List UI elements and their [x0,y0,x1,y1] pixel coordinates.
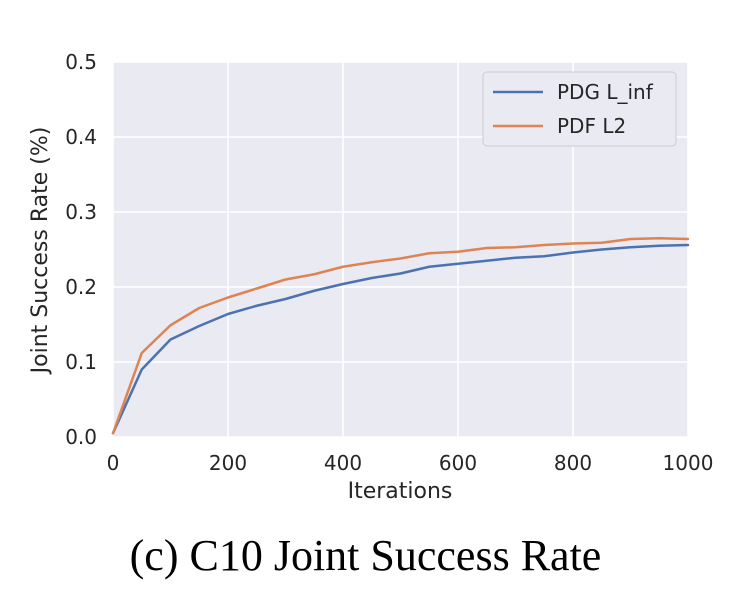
x-tick-label: 1000 [663,451,714,475]
x-tick-label: 800 [554,451,592,475]
legend-label-pdf-l2: PDF L2 [557,114,626,138]
x-tick-label: 200 [209,451,247,475]
x-tick-label: 600 [439,451,477,475]
legend: PDG L_inf PDF L2 [482,71,677,147]
y-tick-label: 0.4 [65,125,97,149]
y-axis-label: Joint Success Rate (%) [28,127,53,376]
y-tick-label: 0.1 [65,350,97,374]
y-tick-label: 0.5 [65,50,97,74]
legend-label-pdg-l-inf: PDG L_inf [557,80,654,104]
y-tick-label: 0.2 [65,275,97,299]
series-lines [111,237,690,435]
x-tick-label: 0 [107,451,120,475]
x-tick-labels: 0 200 400 600 800 1000 [107,451,714,475]
series-line-1 [111,237,690,435]
x-tick-label: 400 [324,451,362,475]
y-tick-label: 0.3 [65,200,97,224]
y-tick-label: 0.0 [65,425,97,449]
figure-caption: (c) C10 Joint Success Rate [129,531,602,580]
chart: 0 200 400 600 800 1000 0.0 0.1 0.2 0.3 0.4 0.5 Ite… [28,50,714,504]
legend-box [482,71,677,147]
y-tick-labels: 0.0 0.1 0.2 0.3 0.4 0.5 [65,50,97,449]
x-axis-label: Iterations [348,479,453,504]
series-line-0 [111,243,690,435]
